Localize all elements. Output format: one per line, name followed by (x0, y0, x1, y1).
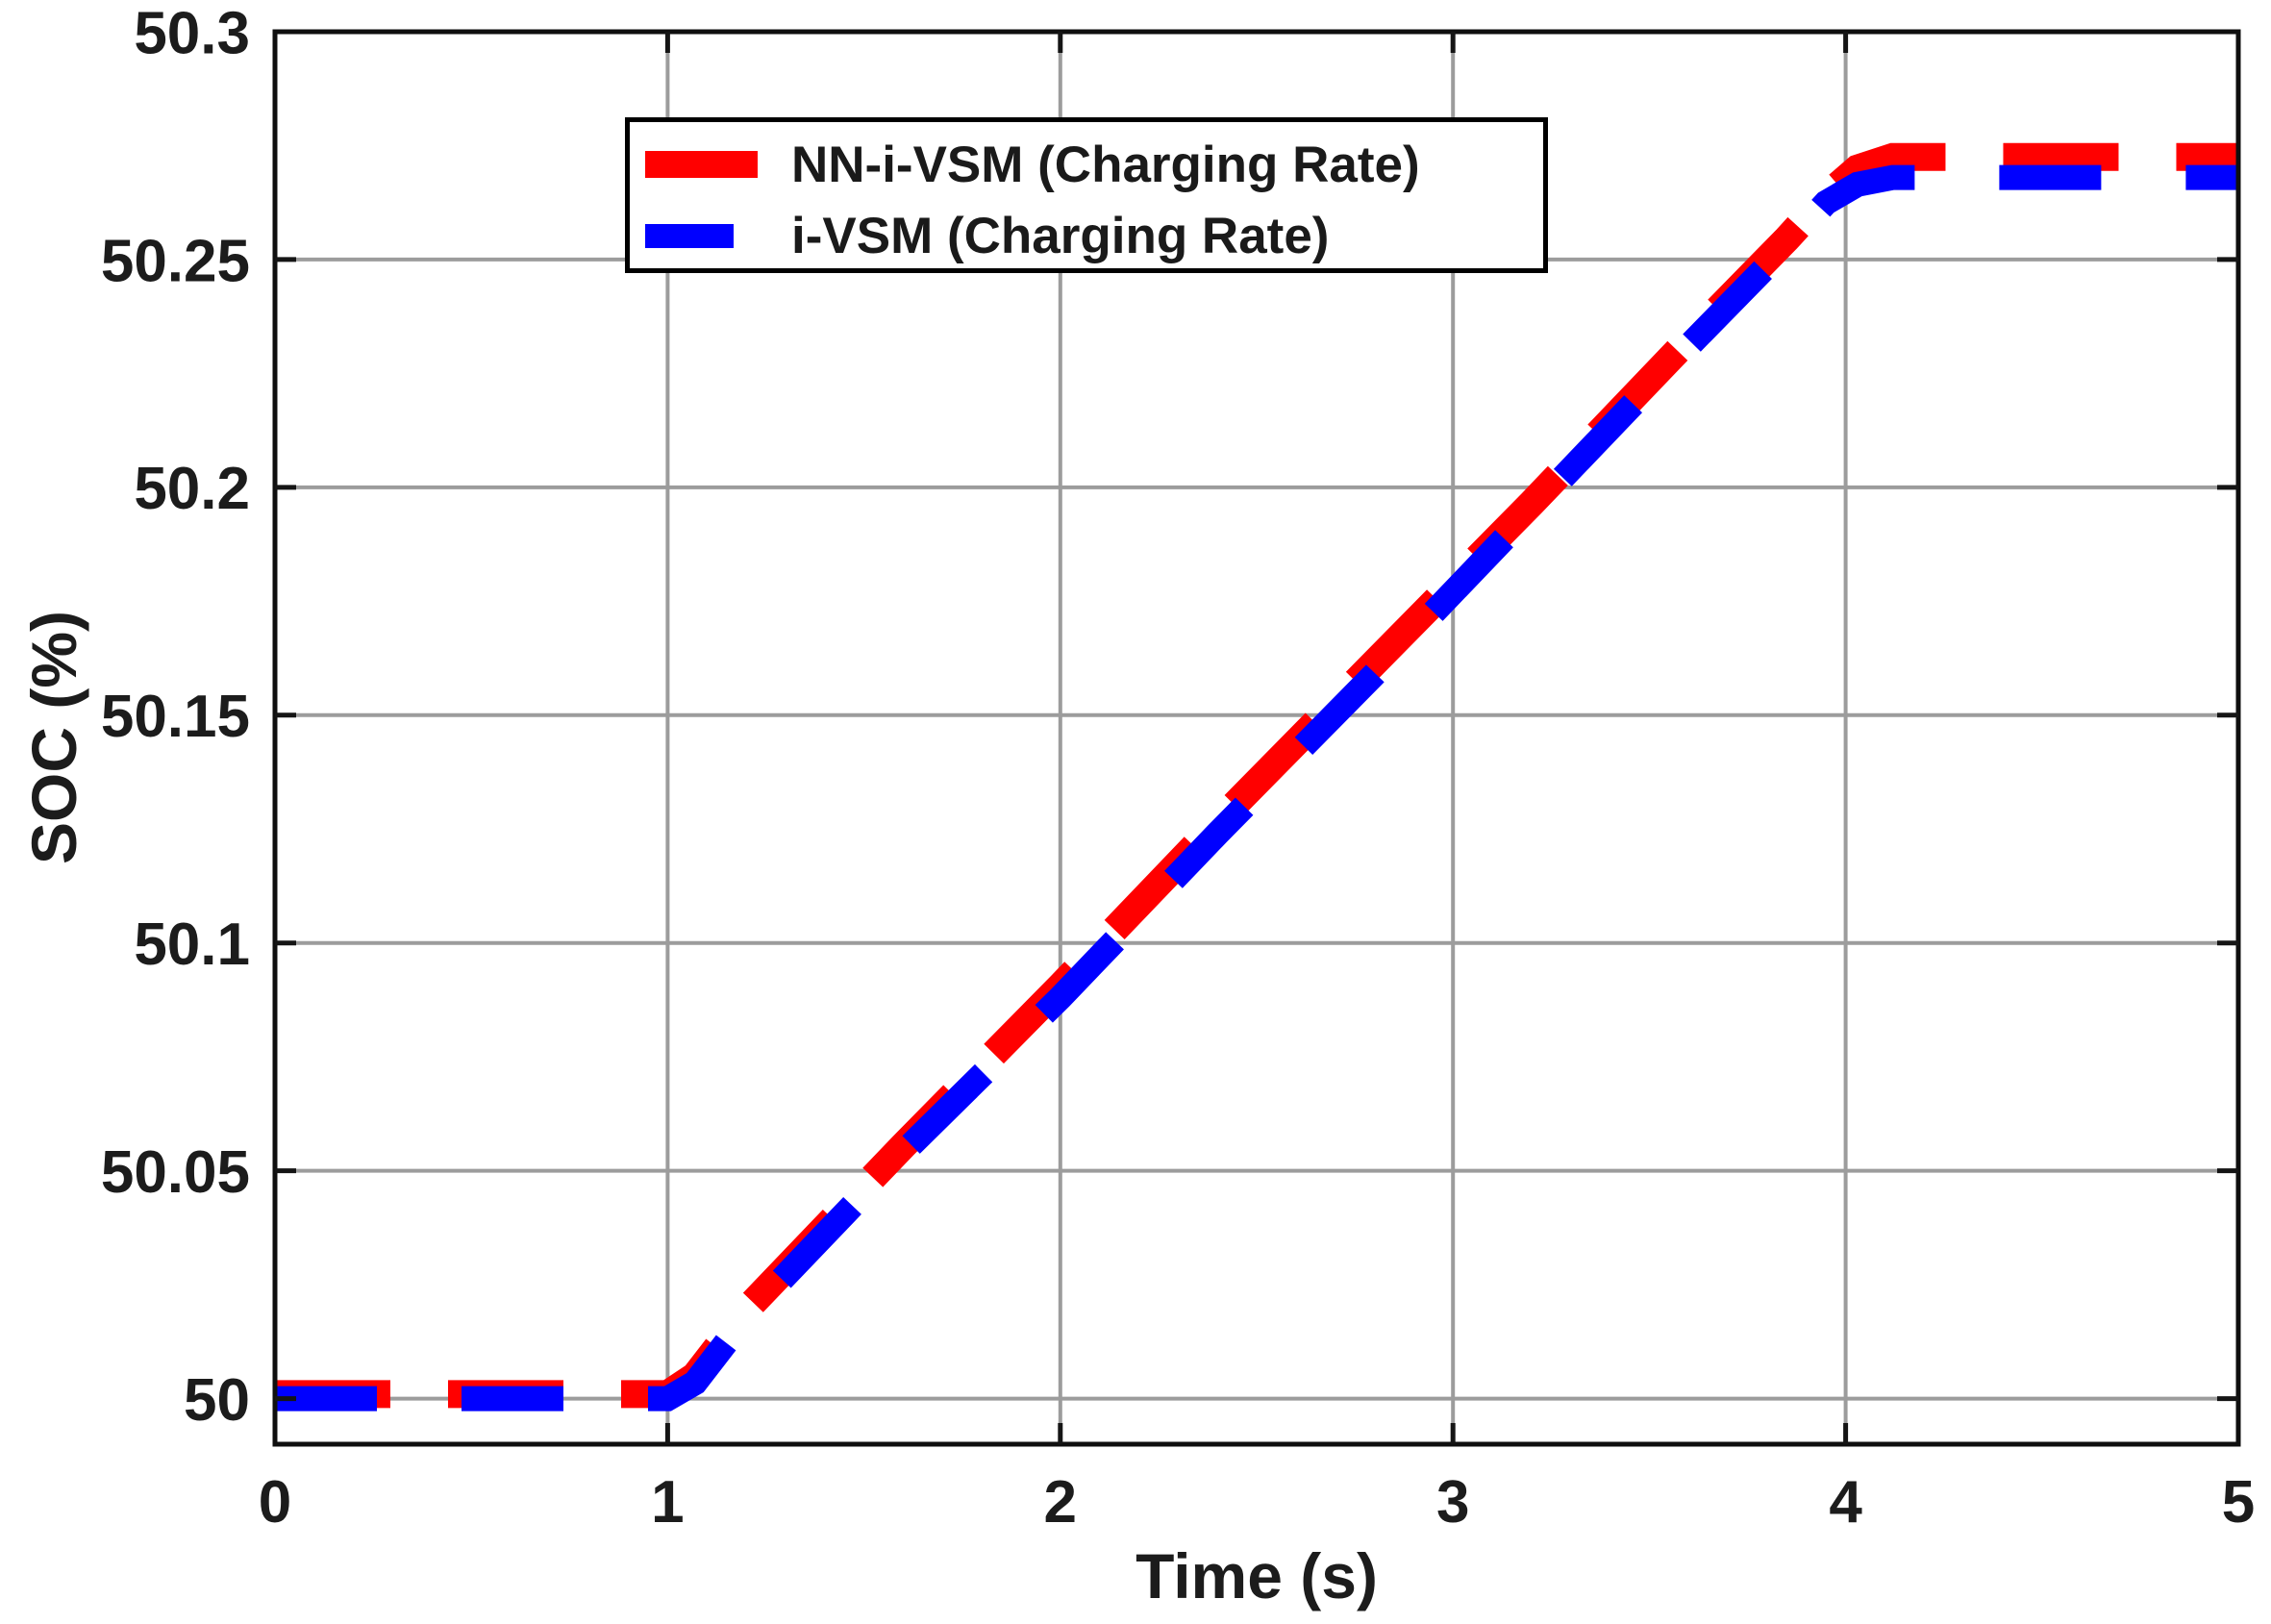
data-series (275, 142, 2238, 1412)
red-dash-line-swatch (645, 151, 758, 178)
legend-label-i-vsm: i-VSM (Charging Rate) (791, 207, 1330, 264)
series-line-nn-i-vsm (275, 142, 2238, 1409)
x-tick-label: 4 (1829, 1469, 1862, 1536)
legend-item-nn-i-vsm: NN-i-VSM (Charging Rate) (645, 136, 1420, 193)
legend-label-nn-i-vsm: NN-i-VSM (Charging Rate) (791, 136, 1420, 193)
x-tick-label: 5 (2222, 1469, 2255, 1536)
legend-item-i-vsm: i-VSM (Charging Rate) (645, 207, 1330, 264)
tick-marks (275, 32, 2238, 1444)
legend-swatch-slot (645, 223, 791, 248)
y-tick-label: 50.2 (134, 456, 250, 522)
y-tick-label: 50.25 (101, 228, 250, 294)
series-line-i-vsm (275, 164, 2238, 1412)
y-tick-label: 50.15 (101, 684, 250, 750)
y-tick-label: 50.05 (101, 1139, 250, 1206)
x-tick-label: 2 (1044, 1469, 1077, 1536)
y-axis-label: SOC (%) (18, 611, 89, 864)
x-tick-label: 1 (651, 1469, 684, 1536)
legend-swatch-slot (645, 151, 791, 178)
plot-border (272, 29, 2241, 1447)
legend: NN-i-VSM (Charging Rate) i-VSM (Charging… (625, 117, 1548, 273)
y-tick-label: 50.1 (134, 912, 250, 978)
x-axis-label: Time (s) (1136, 1540, 1378, 1612)
tick-labels: 0 1 2 3 4 5 50 50.05 50.1 50.15 50.2 50.25 50.3 (101, 0, 2255, 1536)
blue-dash-line-swatch (645, 223, 734, 248)
x-tick-label: 3 (1436, 1469, 1469, 1536)
x-tick-label: 0 (259, 1469, 291, 1536)
y-tick-label: 50 (184, 1367, 250, 1434)
y-tick-label: 50.3 (134, 0, 250, 66)
